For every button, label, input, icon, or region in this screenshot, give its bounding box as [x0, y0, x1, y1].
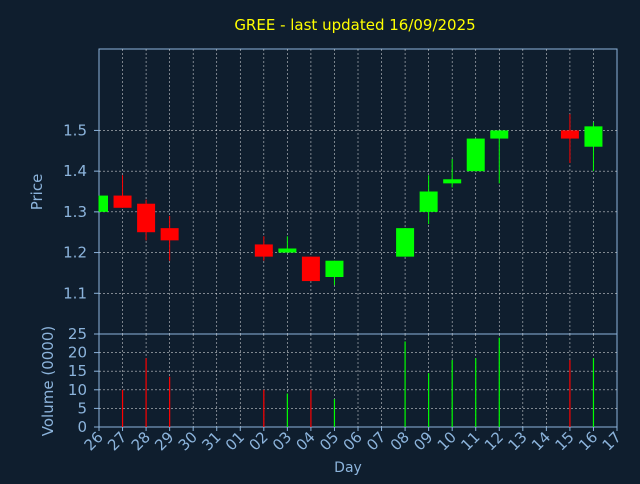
candle-body [113, 195, 132, 208]
price-axis-title: Price [28, 174, 46, 211]
candle-body [325, 260, 344, 277]
candle-body [301, 256, 320, 282]
candle-body [584, 126, 603, 147]
candle-body [137, 203, 156, 233]
candle-body [419, 191, 438, 212]
candle-body [254, 244, 273, 257]
candle-body [396, 228, 415, 257]
candle-body [160, 228, 179, 241]
candle-body [278, 248, 297, 253]
volume-tick-label: 10 [68, 381, 87, 399]
candle-body [443, 179, 462, 184]
price-tick-label: 1.4 [63, 162, 87, 180]
price-tick-label: 1.1 [63, 284, 87, 302]
volume-tick-label: 0 [77, 418, 87, 436]
volume-tick-label: 20 [68, 344, 87, 362]
volume-tick-label: 25 [68, 325, 87, 343]
x-axis-title: Day [334, 460, 362, 476]
candle-body [560, 130, 579, 139]
price-candles [98, 114, 603, 286]
candle-body [99, 195, 108, 212]
volume-axis-title: Volume (0000) [39, 326, 57, 436]
price-tick-label: 1.2 [63, 244, 87, 262]
price-tick-label: 1.5 [63, 121, 87, 139]
volume-tick-label: 15 [68, 362, 87, 380]
price-tick-label: 1.3 [63, 203, 87, 221]
candle-body [466, 138, 485, 172]
volume-bars [121, 337, 595, 427]
chart-title: GREE - last updated 16/09/2025 [234, 16, 475, 34]
candle-body [490, 130, 509, 139]
volume-tick-label: 5 [77, 399, 87, 417]
